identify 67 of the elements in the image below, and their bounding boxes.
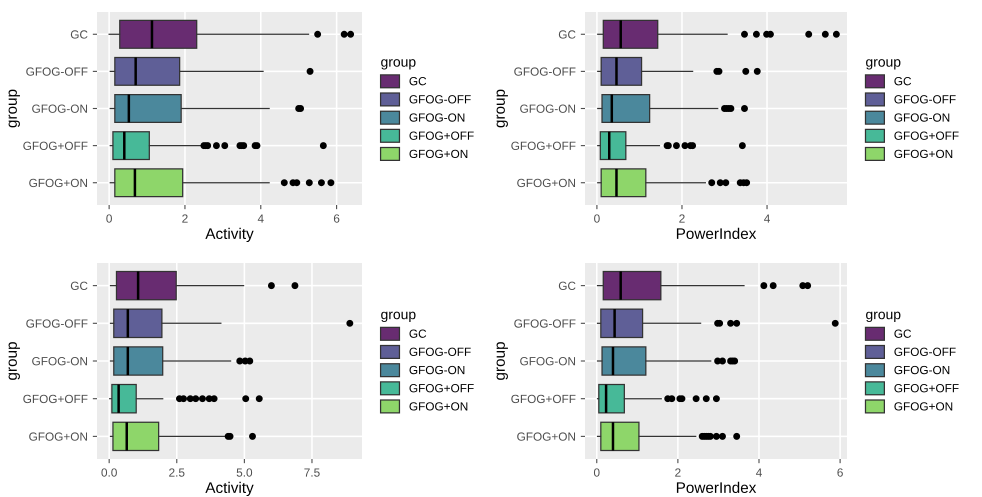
x-tick-label: 6 [334, 214, 340, 223]
y-tick-label: GFOG+ON [29, 178, 88, 188]
x-axis-title: PowerIndex [676, 228, 756, 240]
legend-label: GFOG+ON [410, 150, 468, 158]
y-tick-label: GC [70, 30, 88, 39]
y-tick-label: GC [70, 282, 88, 290]
legend-title: group [866, 59, 900, 70]
legend-label: GC [410, 76, 426, 86]
x-tick-label: 4 [764, 214, 770, 223]
y-tick-label: GC [558, 282, 576, 290]
y-tick-label: GFOG-ON [520, 357, 576, 366]
x-tick-label: 0 [594, 214, 600, 223]
legend-label: GFOG-OFF [894, 348, 956, 356]
x-tick-label: 0.0 [101, 468, 117, 477]
x-tick-label: 0 [594, 468, 600, 477]
legend-label: GC [894, 76, 912, 86]
legend-label: GFOG+ON [894, 150, 952, 158]
y-tick-label: GFOG+OFF [511, 394, 576, 404]
y-tick-label: GFOG-ON [32, 357, 88, 366]
text: GC [410, 329, 426, 338]
legend-label: GFOG-ON [410, 113, 464, 122]
x-axis-title: Activity [205, 482, 254, 496]
y-tick-label: GFOG-OFF [514, 67, 576, 76]
legend-label: GFOG+OFF [410, 384, 474, 392]
x-tick-label: 6 [837, 468, 843, 477]
legend-label: GFOG+OFF [410, 132, 474, 140]
y-tick-label: GFOG+OFF [23, 142, 88, 150]
y-tick-label: GFOG-ON [32, 104, 88, 113]
legend-label: GFOG-ON [410, 366, 464, 374]
y-axis-title: group [496, 342, 508, 380]
x-tick-label: 0 [106, 214, 112, 223]
legend-title: group [381, 59, 416, 70]
y-tick-label: GFOG-OFF [26, 67, 88, 76]
legend-label: GFOG+OFF [894, 384, 959, 392]
x-tick-label: 2 [182, 214, 188, 223]
x-tick-label: 5.0 [236, 468, 252, 477]
y-tick-label: GFOG+OFF [23, 394, 88, 404]
y-axis-title: group [8, 342, 20, 380]
x-tick-label: 4 [258, 214, 264, 223]
y-axis-title: group [496, 90, 508, 128]
x-axis-title: Activity [205, 228, 254, 242]
y-tick-label: GFOG+OFF [511, 142, 576, 150]
x-tick-label: 2 [675, 468, 681, 477]
legend-title: group [866, 312, 900, 322]
y-tick-label: GFOG+ON [517, 432, 576, 441]
x-tick-label: 7.5 [304, 468, 320, 477]
legend-label: GFOG-ON [894, 366, 950, 374]
y-tick-label: GFOG-OFF [26, 319, 88, 328]
y-tick-label: GFOG+ON [29, 432, 88, 441]
legend-title: group [381, 312, 416, 322]
text: GC [894, 329, 912, 338]
legend-label: GFOG-ON [894, 113, 950, 122]
y-tick-label: GC [558, 30, 576, 39]
legend-label: GFOG-OFF [894, 95, 956, 104]
x-tick-label: 2 [679, 214, 685, 223]
y-axis-title: group [8, 90, 20, 128]
x-axis-title: PowerIndex [676, 482, 756, 494]
legend-label: GFOG-OFF [410, 348, 471, 356]
legend-label: GFOG+ON [410, 402, 468, 411]
legend-label: GFOG+OFF [894, 132, 959, 140]
y-tick-label: GFOG-ON [520, 104, 576, 113]
legend-label: GFOG-OFF [410, 95, 471, 104]
legend-label: GFOG+ON [894, 402, 952, 411]
x-tick-label: 2.5 [169, 468, 184, 477]
y-tick-label: GFOG-OFF [514, 319, 576, 328]
y-tick-label: GFOG+ON [517, 178, 576, 188]
x-tick-label: 4 [756, 468, 762, 477]
